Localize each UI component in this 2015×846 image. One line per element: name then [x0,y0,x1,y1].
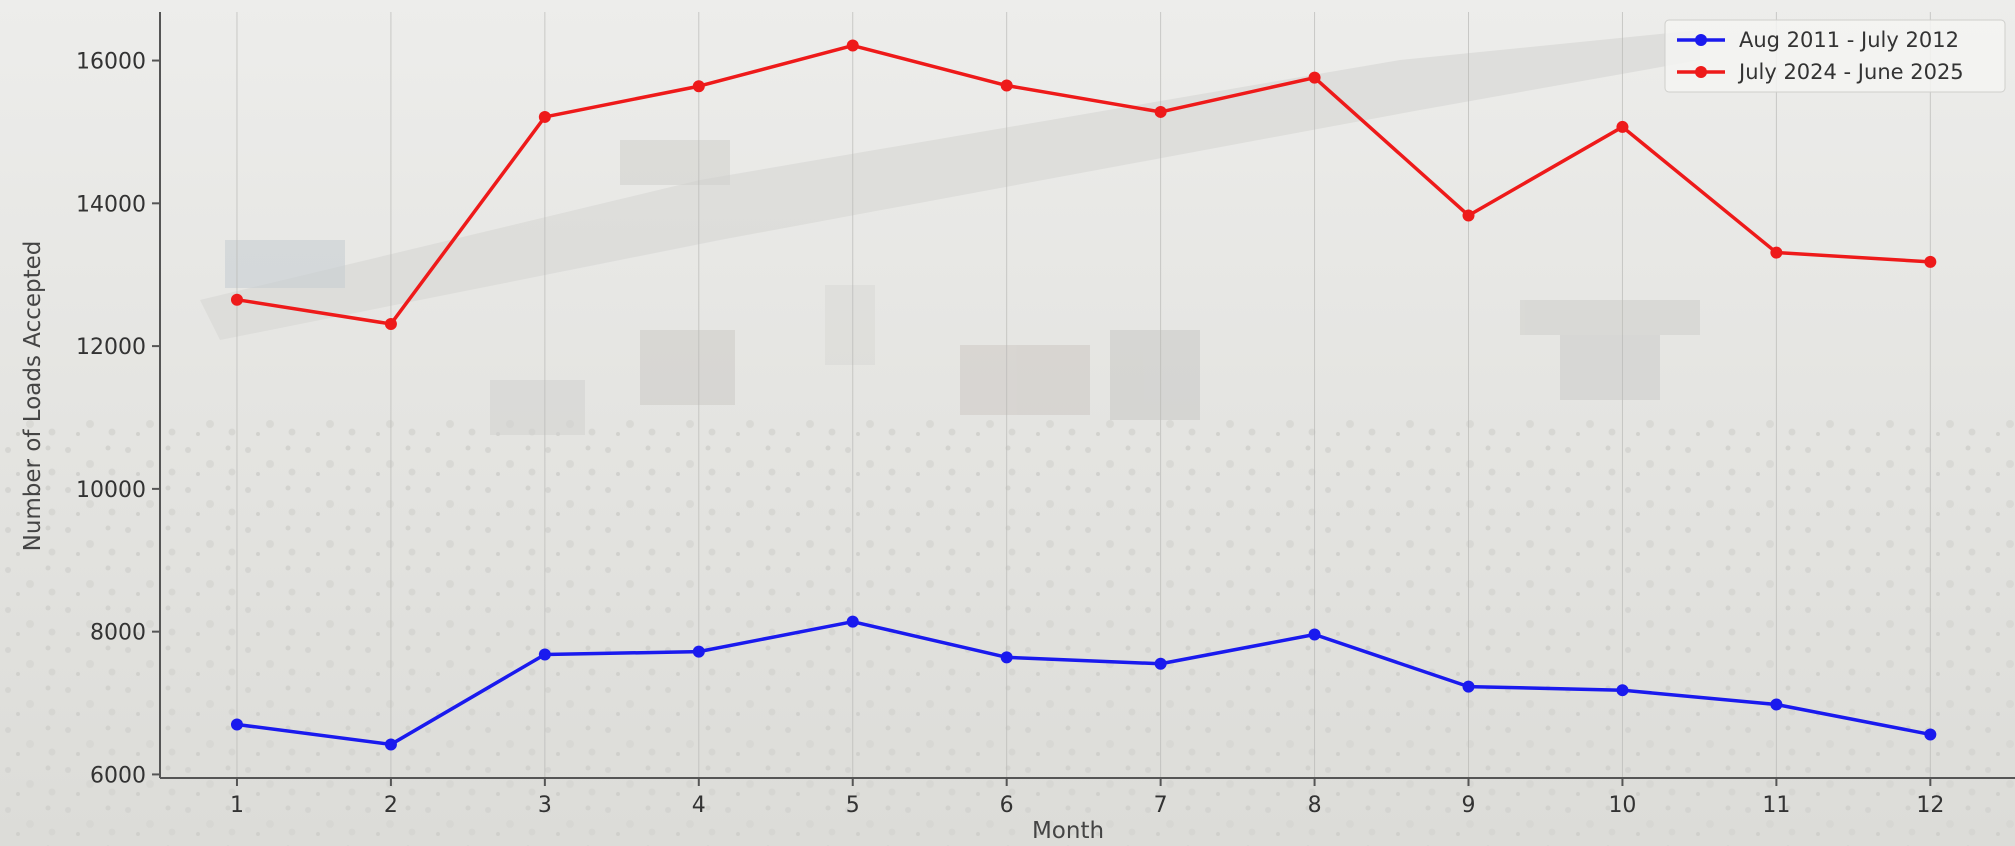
legend-marker-1 [1695,34,1707,46]
x-axis-label: Month [1032,818,1104,844]
data-point-s2-m3 [538,110,551,123]
data-point-s2-m4 [692,80,705,93]
data-point-s1-m6 [1000,651,1013,664]
y-tick-label-14000: 14000 [76,192,146,217]
x-tick-label-2: 2 [384,793,398,818]
data-point-s2-m6 [1000,79,1013,92]
data-point-s1-m11 [1770,698,1783,711]
axes [159,12,2015,779]
data-point-s2-m2 [384,317,397,330]
y-axis-label: Number of Loads Accepted [20,241,46,552]
x-tick-label-1: 1 [230,793,244,818]
series-2 [230,39,1937,330]
data-point-s1-m2 [384,738,397,751]
legend-label-1: Aug 2011 - July 2012 [1739,28,1959,52]
x-tick-label-8: 8 [1308,793,1322,818]
data-point-s2-m7 [1154,105,1167,118]
legend-box [1664,19,2006,93]
data-point-s2-m5 [846,39,859,52]
data-point-s1-m3 [538,648,551,661]
background-road [200,30,1700,340]
data-point-s2-m12 [1924,255,1937,268]
legend-item-2: July 2024 - June 2025 [1677,60,1964,84]
y-axis-ticks: 6000 8000 10000 12000 14000 16000 [76,50,160,788]
x-tick-label-4: 4 [692,793,706,818]
data-point-s1-m10 [1616,684,1629,697]
y-tick-label-8000: 8000 [90,621,146,646]
x-tick-label-3: 3 [538,793,552,818]
x-tick-label-11: 11 [1762,793,1790,818]
series-1 [230,615,1937,751]
data-point-s1-m9 [1462,680,1475,693]
x-tick-label-12: 12 [1916,793,1944,818]
y-tick-label-12000: 12000 [76,335,146,360]
legend-marker-2 [1695,66,1707,78]
data-point-s2-m8 [1308,71,1321,84]
data-point-s2-m10 [1616,120,1629,133]
data-point-s1-m4 [692,645,705,658]
background-vehicles [225,140,1700,435]
data-point-s1-m5 [846,615,859,628]
series-line-2 [236,43,1931,326]
data-point-s1-m8 [1308,628,1321,641]
data-point-s2-m1 [230,293,243,306]
data-point-s1-m7 [1154,657,1167,670]
series-line-1 [236,619,1931,747]
y-tick-label-10000: 10000 [76,478,146,503]
data-point-s1-m12 [1924,728,1937,741]
x-tick-label-7: 7 [1154,793,1168,818]
y-tick-label-16000: 16000 [76,50,146,75]
data-point-s1-m1 [230,718,243,731]
legend: Aug 2011 - July 2012 July 2024 - June 202… [1664,19,2006,93]
data-point-s2-m9 [1462,209,1475,222]
x-axis-ticks: 1 2 3 4 5 6 7 8 9 10 11 12 [230,778,1944,818]
x-tick-label-9: 9 [1462,793,1476,818]
background-texture [0,420,2015,846]
x-tick-label-5: 5 [846,793,860,818]
x-tick-label-6: 6 [1000,793,1014,818]
data-series [230,39,1937,751]
x-tick-label-10: 10 [1608,793,1636,818]
y-tick-label-6000: 6000 [90,763,146,788]
legend-item-1: Aug 2011 - July 2012 [1677,28,1959,52]
data-point-s2-m11 [1770,246,1783,259]
legend-label-2: July 2024 - June 2025 [1737,60,1964,84]
